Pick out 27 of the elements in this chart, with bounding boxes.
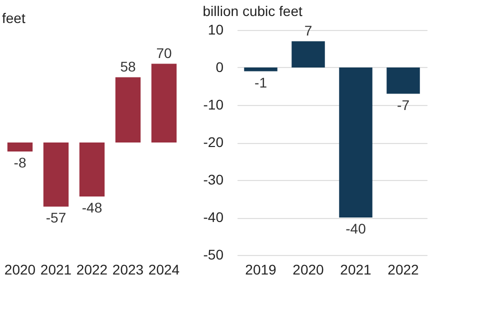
x-tick-label: 2021 [40,262,72,278]
y-tick-label: 10 [208,22,224,38]
chart-title: feet [2,10,26,26]
data-label: 58 [120,58,136,74]
y-tick-label: -50 [203,246,224,262]
data-label: -8 [14,154,26,170]
y-tick-label: -40 [203,209,224,225]
y-tick-label: -10 [203,96,224,112]
data-label: -7 [397,96,410,113]
x-tick-label: 2019 [245,262,277,278]
y-tick-label: -30 [203,172,224,188]
data-label: -57 [46,210,66,226]
data-label: -40 [346,220,366,236]
y-tick-label: -20 [203,134,224,150]
chart-title: billion cubic feet [202,3,302,19]
data-label: -1 [254,74,268,90]
x-tick-label: 2021 [340,262,372,278]
data-label: 70 [156,44,172,61]
x-tick-label: 2023 [112,262,144,278]
x-tick-label: 2024 [148,262,180,278]
data-label: 7 [304,22,312,38]
x-tick-label: 2022 [76,262,108,278]
y-tick-label: 0 [216,59,224,75]
x-tick-label: 2020 [4,262,36,278]
x-tick-label: 2020 [292,262,324,278]
x-tick-label: 2022 [388,262,420,278]
data-label: -48 [82,200,102,216]
